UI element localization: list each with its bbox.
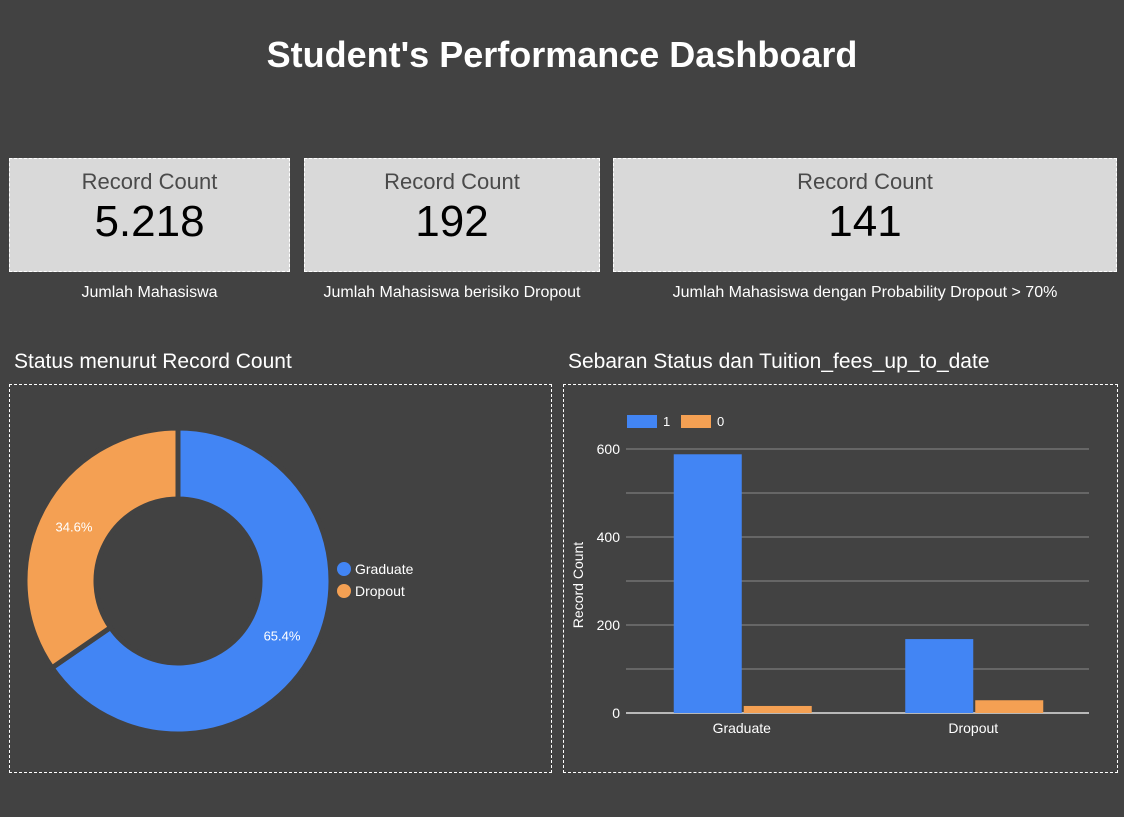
legend-dot bbox=[337, 562, 351, 576]
scorecard-label: Record Count bbox=[384, 169, 520, 194]
donut-chart-title: Status menurut Record Count bbox=[14, 350, 292, 373]
scorecard-value: 5.218 bbox=[94, 197, 205, 246]
donut-chart: 65.4% 34.6% Graduate Dropout bbox=[22, 425, 414, 737]
legend-swatch bbox=[681, 415, 711, 428]
bar-chart-panel: 0 200 400 600 Record Count Graduate Dropout 1 0 bbox=[563, 384, 1118, 773]
scorecard-value: 192 bbox=[415, 197, 489, 246]
bar-chart: 0 200 400 600 Record Count Graduate Dropout 1 0 bbox=[570, 414, 1089, 736]
bar-dropout-series-1[interactable] bbox=[905, 639, 974, 713]
scorecard-label: Record Count bbox=[797, 169, 933, 194]
donut-slice-dropout[interactable] bbox=[22, 425, 181, 672]
x-tick-label: Graduate bbox=[713, 720, 772, 736]
bar-chart-title: Sebaran Status dan Tuition_fees_up_to_da… bbox=[568, 350, 990, 373]
scorecard-caption: Jumlah Mahasiswa berisiko Dropout bbox=[323, 284, 581, 301]
scorecard-caption: Jumlah Mahasiswa bbox=[81, 284, 218, 301]
bar-graduate-series-0[interactable] bbox=[743, 705, 812, 713]
donut-chart-panel: 65.4% 34.6% Graduate Dropout bbox=[9, 384, 552, 773]
legend-label: 1 bbox=[663, 414, 670, 429]
legend-label-dropout: Dropout bbox=[355, 583, 405, 599]
y-axis-label: Record Count bbox=[570, 542, 586, 628]
legend-swatch bbox=[627, 415, 657, 428]
legend-label: 0 bbox=[717, 414, 724, 429]
bar-dropout-series-0[interactable] bbox=[975, 700, 1044, 713]
y-tick-label: 600 bbox=[597, 441, 621, 457]
legend-label-graduate: Graduate bbox=[355, 561, 414, 577]
x-tick-label: Dropout bbox=[948, 720, 998, 736]
donut-slice-label: 65.4% bbox=[264, 629, 301, 644]
legend-dot bbox=[337, 584, 351, 598]
scorecard-dropout-risk: Record Count 192 bbox=[304, 158, 600, 272]
y-tick-label: 200 bbox=[597, 617, 621, 633]
dashboard-title: Student's Performance Dashboard bbox=[266, 34, 858, 75]
scorecard-caption: Jumlah Mahasiswa dengan Probability Drop… bbox=[672, 284, 1058, 301]
bar-graduate-series-1[interactable] bbox=[673, 454, 742, 713]
scorecard-label: Record Count bbox=[81, 169, 218, 194]
donut-slice-graduate[interactable] bbox=[48, 425, 334, 737]
scorecard-value: 141 bbox=[828, 197, 902, 246]
donut-slice-label: 34.6% bbox=[56, 519, 93, 534]
y-tick-label: 400 bbox=[597, 529, 621, 545]
scorecard-high-probability: Record Count 141 bbox=[613, 158, 1117, 272]
scorecard-total: Record Count 5.218 bbox=[9, 158, 290, 272]
y-tick-label: 0 bbox=[612, 705, 620, 721]
